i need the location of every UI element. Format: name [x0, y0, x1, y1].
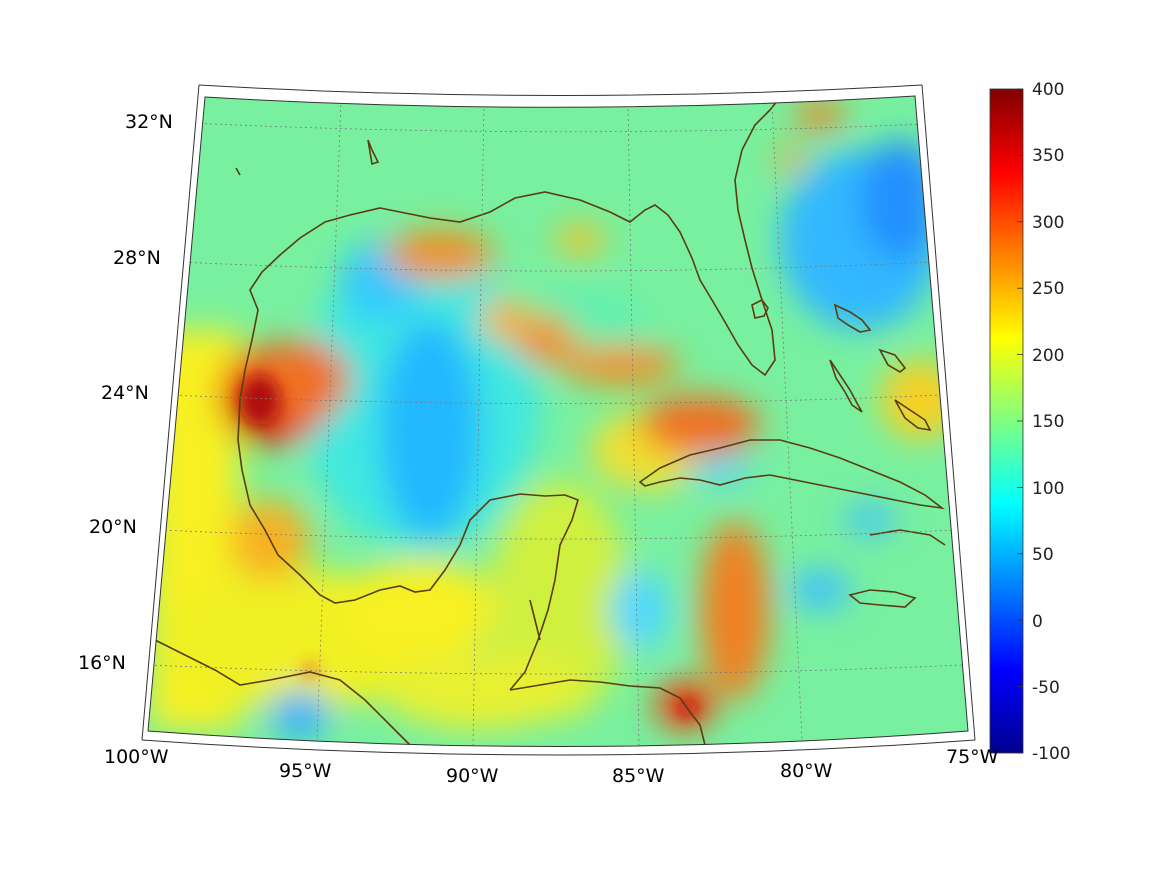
colorbar-label-50: 50	[1032, 545, 1054, 565]
colorbar-label-neg50: -50	[1032, 678, 1060, 698]
coastlines	[154, 99, 946, 746]
lon-label-100w: 100°W	[104, 746, 169, 768]
lon-label-75w: 75°W	[946, 746, 999, 768]
colorbar-label-100: 100	[1032, 479, 1065, 499]
map-frame	[141, 84, 976, 756]
lon-label-80w: 80°W	[780, 760, 833, 782]
data-field	[148, 96, 968, 747]
lon-label-90w: 90°W	[446, 765, 499, 787]
lon-label-95w: 95°W	[279, 760, 332, 782]
colorbar-label-150: 150	[1032, 412, 1065, 432]
colorbar-label-300: 300	[1032, 213, 1065, 233]
lat-label-32n: 32°N	[125, 111, 173, 133]
colorbar-label-200: 200	[1032, 346, 1065, 366]
lat-label-24n: 24°N	[101, 382, 149, 404]
lat-label-28n: 28°N	[113, 247, 161, 269]
lat-label-16n: 16°N	[78, 652, 126, 674]
colorbar-label-0: 0	[1032, 612, 1043, 632]
colorbar-label-400: 400	[1032, 80, 1065, 100]
colorbar	[989, 88, 1024, 754]
colorbar-label-250: 250	[1032, 279, 1065, 299]
colorbar-label-350: 350	[1032, 146, 1065, 166]
lon-label-85w: 85°W	[612, 765, 665, 787]
lat-label-20n: 20°N	[89, 516, 137, 538]
colorbar-label-neg100: -100	[1032, 744, 1071, 764]
graticule	[149, 99, 963, 746]
